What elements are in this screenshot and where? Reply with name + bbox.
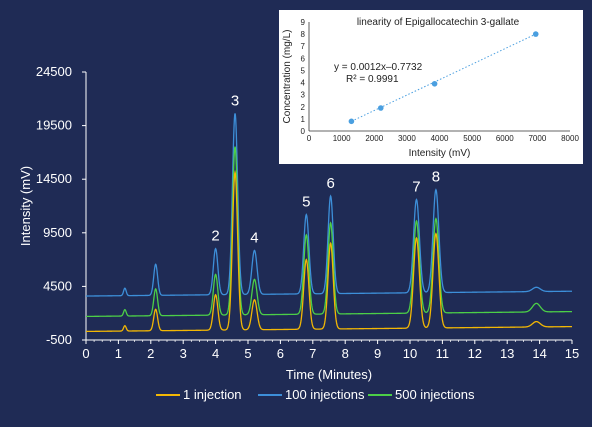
- legend-label-500-injections: 500 injections: [395, 387, 475, 402]
- inset-linearity-chart: linearity of Epigallocatechin 3-gallate …: [279, 10, 583, 164]
- inset-data-point: [348, 118, 355, 125]
- inset-y-tick-label: 0: [301, 127, 306, 136]
- y-tick-label: 14500: [36, 171, 72, 186]
- series-line-1-injection: [86, 169, 572, 333]
- x-tick-label: 15: [565, 346, 579, 361]
- series-line-100-injections: [85, 113, 573, 297]
- inset-r-squared: R² = 0.9991: [346, 74, 399, 85]
- x-tick-label: 7: [309, 346, 316, 361]
- inset-equation: y = 0.0012x–0.7732: [334, 62, 423, 73]
- inset-y-tick-label: 6: [301, 54, 306, 63]
- inset-y-tick-label: 3: [301, 91, 306, 100]
- inset-trendline: [351, 33, 536, 122]
- x-tick-label: 2: [147, 346, 154, 361]
- x-tick-labels: 0 1 2 3 4 5 6 7 8 9 10 11 12 13 14 15: [82, 340, 579, 361]
- x-tick-label: 5: [244, 346, 251, 361]
- inset-x-axis-title: Intensity (mV): [409, 148, 471, 159]
- inset-y-tick-label: 8: [301, 30, 306, 39]
- y-tick-label: 19500: [36, 118, 72, 133]
- inset-y-tick-labels: 0 1 2 3 4 5 6 7 8 9: [301, 18, 306, 136]
- x-tick-label: 3: [180, 346, 187, 361]
- x-tick-label: 14: [532, 346, 546, 361]
- inset-data-point: [431, 80, 438, 87]
- inset-x-tick-label: 1000: [333, 134, 351, 143]
- x-axis-title: Time (Minutes): [286, 367, 372, 382]
- peak-label: 3: [231, 92, 239, 109]
- inset-x-tick-label: 0: [307, 134, 312, 143]
- series-line-500-injections: [85, 146, 573, 318]
- inset-y-tick-label: 1: [301, 115, 306, 124]
- inset-data-point: [377, 105, 384, 111]
- inset-y-tick-label: 5: [301, 66, 306, 75]
- inset-x-tick-labels: 0 1000 2000 3000 4000 5000 6000 7000 8000: [307, 134, 580, 143]
- inset-x-tick-label: 3000: [398, 134, 416, 143]
- inset-x-tick-label: 7000: [528, 134, 546, 143]
- inset-data-points: [348, 31, 539, 125]
- peak-label: 7: [412, 179, 420, 196]
- peak-label: 8: [432, 169, 440, 186]
- inset-y-tick-label: 9: [301, 18, 306, 27]
- x-tick-label: 4: [212, 346, 219, 361]
- peak-label: 5: [302, 194, 310, 211]
- chromatogram-series: [85, 113, 573, 333]
- inset-x-tick-label: 8000: [561, 134, 579, 143]
- inset-y-axis-title: Concentration (mg/L): [282, 30, 293, 124]
- x-tick-label: 8: [342, 346, 349, 361]
- y-tick-label: 9500: [43, 225, 72, 240]
- legend: 1 injection 100 injections 500 injection…: [156, 387, 475, 402]
- y-tick-labels: -500 4500 9500 14500 19500 24500: [36, 64, 86, 347]
- peak-label: 2: [211, 228, 219, 245]
- inset-data-point: [532, 31, 539, 37]
- inset-y-tick-label: 7: [301, 42, 306, 51]
- inset-x-tick-label: 6000: [496, 134, 514, 143]
- y-axis-title: Intensity (mV): [18, 166, 33, 246]
- legend-label-1-injection: 1 injection: [183, 387, 242, 402]
- x-tick-label: 12: [468, 346, 482, 361]
- x-tick-label: 0: [82, 346, 89, 361]
- x-tick-label: 11: [436, 346, 450, 361]
- peak-label: 6: [326, 175, 334, 192]
- inset-x-tick-label: 5000: [463, 134, 481, 143]
- y-tick-label: 4500: [43, 278, 72, 293]
- legend-label-100-injections: 100 injections: [285, 387, 365, 402]
- x-tick-label: 9: [374, 346, 381, 361]
- inset-y-tick-label: 2: [301, 103, 306, 112]
- inset-x-tick-label: 2000: [365, 134, 383, 143]
- x-tick-label: 13: [500, 346, 514, 361]
- y-tick-label: -500: [46, 332, 72, 347]
- x-tick-label: 6: [277, 346, 284, 361]
- x-tick-label: 10: [403, 346, 417, 361]
- inset-x-tick-label: 4000: [431, 134, 449, 143]
- y-tick-label: 24500: [36, 64, 72, 79]
- inset-y-tick-label: 4: [301, 79, 306, 88]
- peak-label: 4: [250, 229, 258, 246]
- x-tick-label: 1: [115, 346, 122, 361]
- inset-title: linearity of Epigallocatechin 3-gallate: [357, 17, 520, 28]
